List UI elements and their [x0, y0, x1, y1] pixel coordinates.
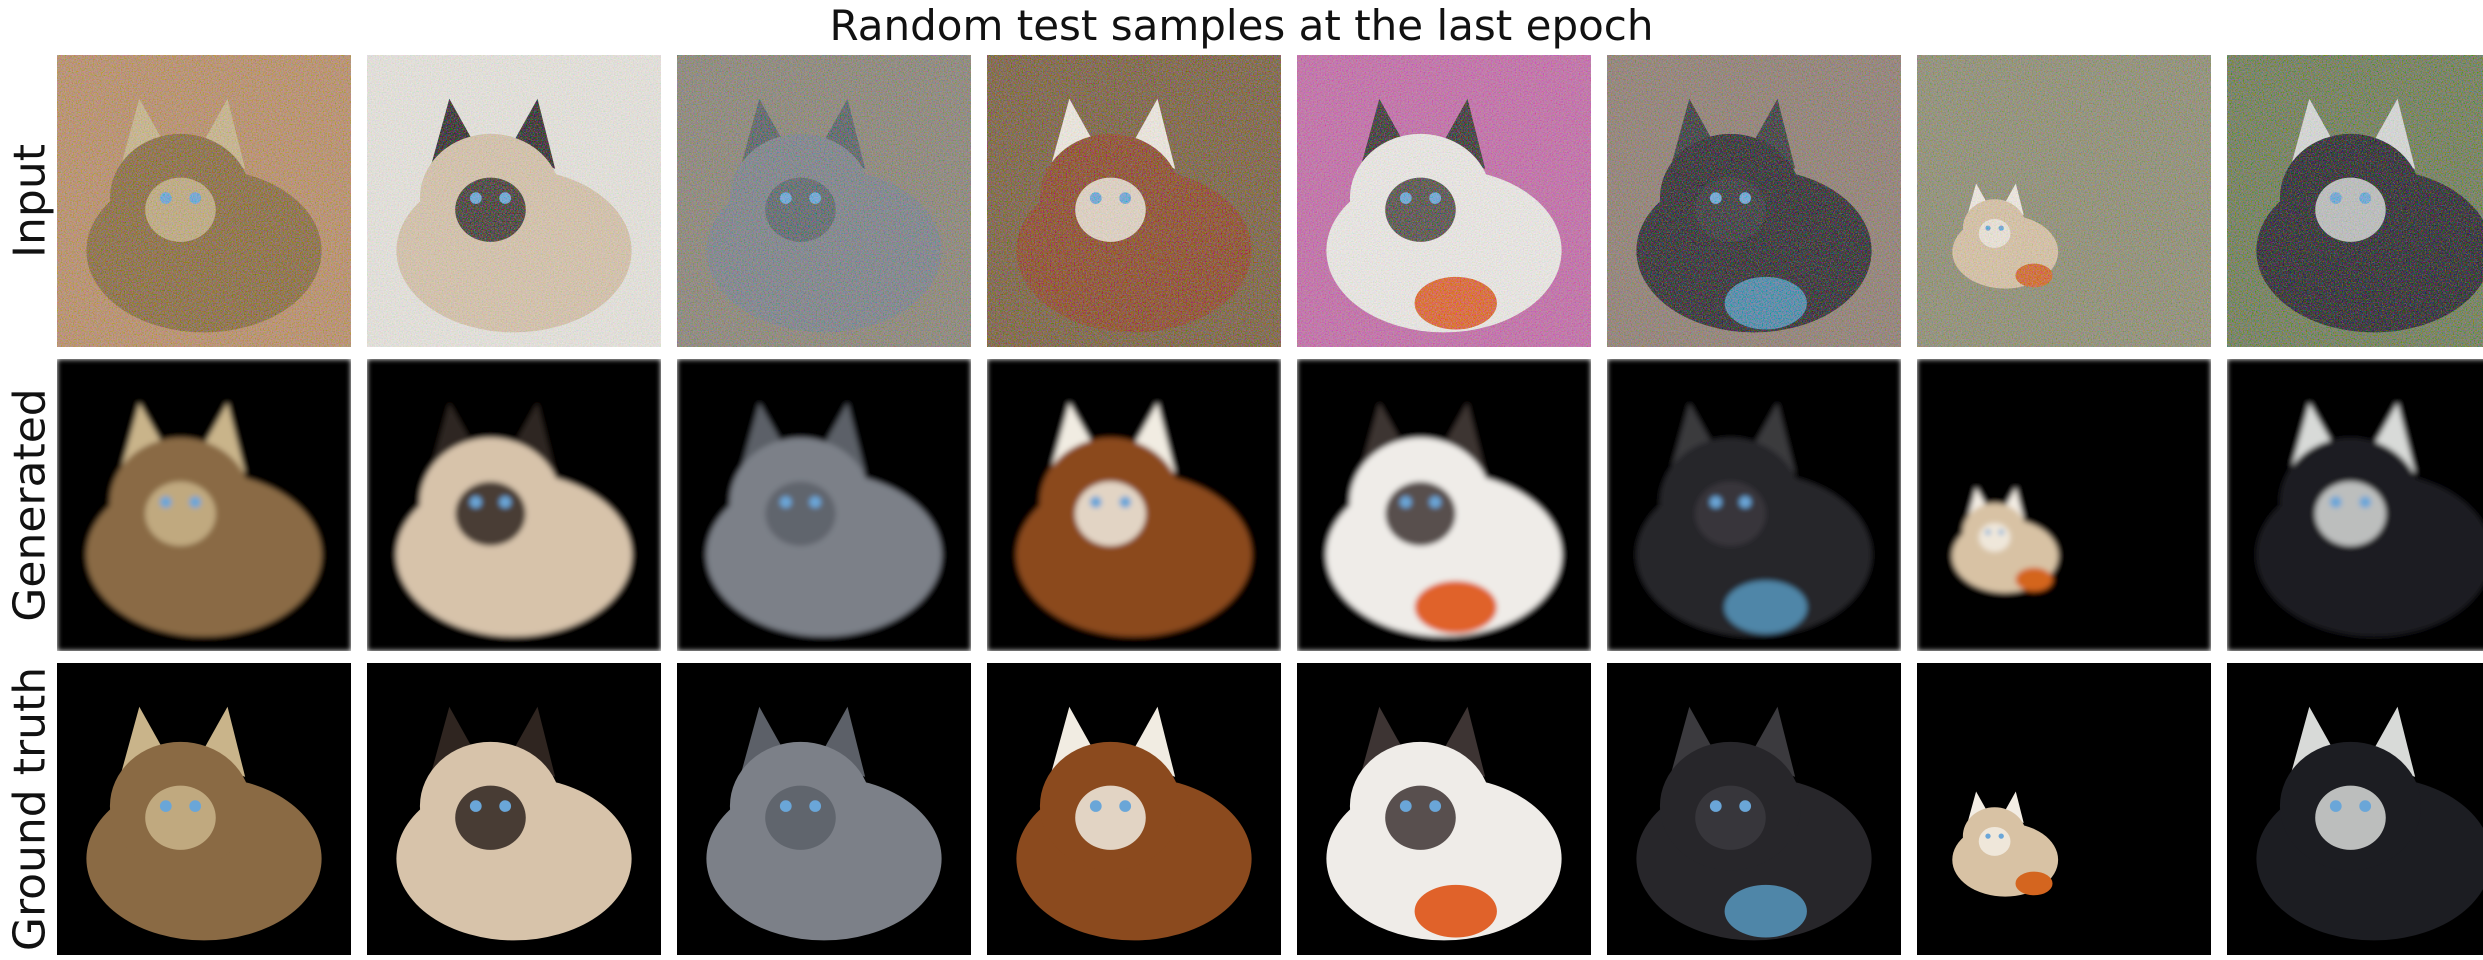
tile-ground-truth-siamese-kitten: [1297, 663, 1591, 955]
tile-input-gray-cat: [677, 55, 971, 347]
tile-generated-siamese-cat: [367, 359, 661, 651]
tile-generated-yorkshire-terrier: [57, 359, 351, 651]
tile-generated-saint-bernard: [987, 359, 1281, 651]
tile-ground-truth-yorkshire-terrier: [57, 663, 351, 955]
tile-ground-truth-siamese-cat: [367, 663, 661, 955]
tile-input-cocker-spaniel: [2227, 55, 2483, 347]
figure-title: Random test samples at the last epoch: [829, 1, 1654, 50]
tile-input-bulldog-with-ball: [1917, 55, 2211, 347]
row-label-generated: Generated: [4, 388, 56, 622]
tile-input-black-pug: [1607, 55, 1901, 347]
tile-generated-cocker-spaniel: [2227, 359, 2483, 651]
sample-grid: [57, 55, 2483, 955]
row-label-input: Input: [4, 144, 56, 258]
tile-input-saint-bernard: [987, 55, 1281, 347]
tile-ground-truth-gray-cat: [677, 663, 971, 955]
tile-input-siamese-cat: [367, 55, 661, 347]
tile-ground-truth-cocker-spaniel: [2227, 663, 2483, 955]
tile-generated-black-pug: [1607, 359, 1901, 651]
tile-generated-siamese-kitten: [1297, 359, 1591, 651]
tile-ground-truth-bulldog-with-ball: [1917, 663, 2211, 955]
tile-generated-bulldog-with-ball: [1917, 359, 2211, 651]
row-label-ground-truth: Ground truth: [4, 666, 56, 952]
tile-input-yorkshire-terrier: [57, 55, 351, 347]
tile-ground-truth-black-pug: [1607, 663, 1901, 955]
tile-input-siamese-kitten: [1297, 55, 1591, 347]
tile-generated-gray-cat: [677, 359, 971, 651]
tile-ground-truth-saint-bernard: [987, 663, 1281, 955]
